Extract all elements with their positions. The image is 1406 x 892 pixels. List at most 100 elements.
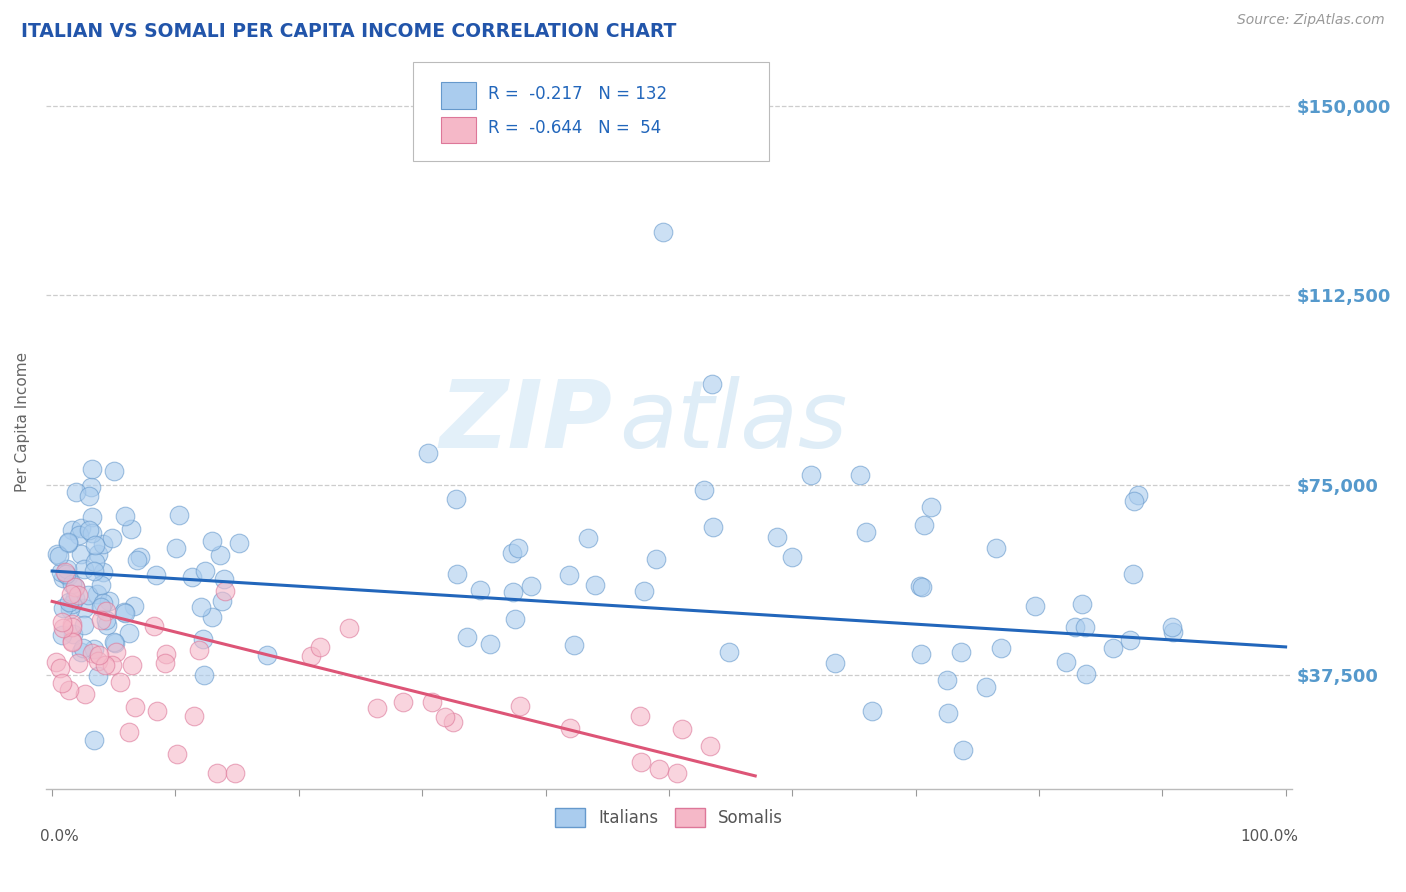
- Point: [51, 628, 73, 642]
- Point: [468, 583, 491, 598]
- Point: [766, 530, 789, 544]
- Point: [366, 700, 388, 714]
- Point: [55, 566, 77, 581]
- Point: [94, 657, 117, 672]
- Point: [91, 596, 114, 610]
- Point: [65, 581, 87, 595]
- Point: [256, 648, 278, 663]
- Point: [153, 656, 176, 670]
- Point: [501, 546, 523, 560]
- Point: [190, 600, 212, 615]
- Point: [51, 676, 73, 690]
- Point: [129, 549, 152, 564]
- Point: [66, 656, 89, 670]
- FancyBboxPatch shape: [441, 117, 475, 143]
- Point: [194, 564, 217, 578]
- Point: [73, 687, 96, 701]
- Point: [67, 528, 90, 542]
- Point: [110, 674, 132, 689]
- Point: [96, 618, 118, 632]
- Point: [456, 630, 478, 644]
- Point: [1126, 488, 1149, 502]
- Point: [1076, 667, 1098, 681]
- Text: 100.0%: 100.0%: [1240, 829, 1298, 844]
- Point: [80, 646, 103, 660]
- Point: [145, 567, 167, 582]
- Point: [1101, 640, 1123, 655]
- Point: [936, 706, 959, 720]
- Point: [46, 547, 69, 561]
- Point: [124, 700, 146, 714]
- Point: [104, 636, 127, 650]
- Point: [70, 548, 93, 562]
- Point: [187, 642, 209, 657]
- Point: [60, 634, 83, 648]
- Point: [72, 640, 94, 655]
- Point: [70, 645, 93, 659]
- Point: [127, 553, 149, 567]
- Point: [824, 657, 846, 671]
- Point: [60, 617, 83, 632]
- Point: [165, 541, 187, 556]
- Point: [167, 508, 190, 522]
- Point: [146, 704, 169, 718]
- Point: [434, 710, 457, 724]
- Point: [446, 566, 468, 581]
- Point: [576, 532, 599, 546]
- Point: [91, 537, 114, 551]
- Point: [58, 594, 80, 608]
- Point: [73, 618, 96, 632]
- Point: [59, 602, 82, 616]
- Point: [1122, 566, 1144, 581]
- Point: [52, 600, 75, 615]
- Point: [120, 522, 142, 536]
- Point: [52, 621, 75, 635]
- Point: [73, 601, 96, 615]
- Point: [700, 376, 723, 391]
- Point: [86, 669, 108, 683]
- Point: [418, 446, 440, 460]
- Point: [1024, 599, 1046, 613]
- Point: [1063, 620, 1085, 634]
- Point: [70, 521, 93, 535]
- Point: [211, 593, 233, 607]
- Point: [87, 648, 110, 663]
- Legend: Italians, Somalis: Italians, Somalis: [547, 799, 792, 835]
- Point: [936, 673, 959, 688]
- Point: [56, 562, 79, 576]
- Point: [58, 683, 80, 698]
- Text: 0.0%: 0.0%: [39, 829, 79, 844]
- Point: [1161, 624, 1184, 639]
- Point: [143, 619, 166, 633]
- Point: [45, 655, 67, 669]
- Point: [91, 565, 114, 579]
- Point: [520, 579, 543, 593]
- Point: [509, 698, 531, 713]
- Point: [48, 661, 70, 675]
- Point: [558, 567, 581, 582]
- Point: [908, 579, 931, 593]
- Point: [1160, 620, 1182, 634]
- Point: [1119, 633, 1142, 648]
- Point: [66, 588, 89, 602]
- Point: [214, 572, 236, 586]
- Text: ITALIAN VS SOMALI PER CAPITA INCOME CORRELATION CHART: ITALIAN VS SOMALI PER CAPITA INCOME CORR…: [21, 22, 676, 41]
- Point: [702, 520, 724, 534]
- Point: [699, 739, 721, 753]
- Point: [855, 525, 877, 540]
- Point: [97, 593, 120, 607]
- Point: [224, 766, 246, 780]
- Text: R =  -0.644   N =  54: R = -0.644 N = 54: [488, 120, 661, 137]
- Point: [118, 626, 141, 640]
- Point: [83, 733, 105, 747]
- Point: [155, 648, 177, 662]
- Point: [100, 531, 122, 545]
- Point: [910, 648, 932, 662]
- Point: [51, 565, 73, 579]
- Text: ZIP: ZIP: [440, 376, 613, 467]
- Point: [121, 657, 143, 672]
- Point: [1122, 494, 1144, 508]
- Point: [65, 484, 87, 499]
- Point: [48, 549, 70, 564]
- Point: [301, 648, 323, 663]
